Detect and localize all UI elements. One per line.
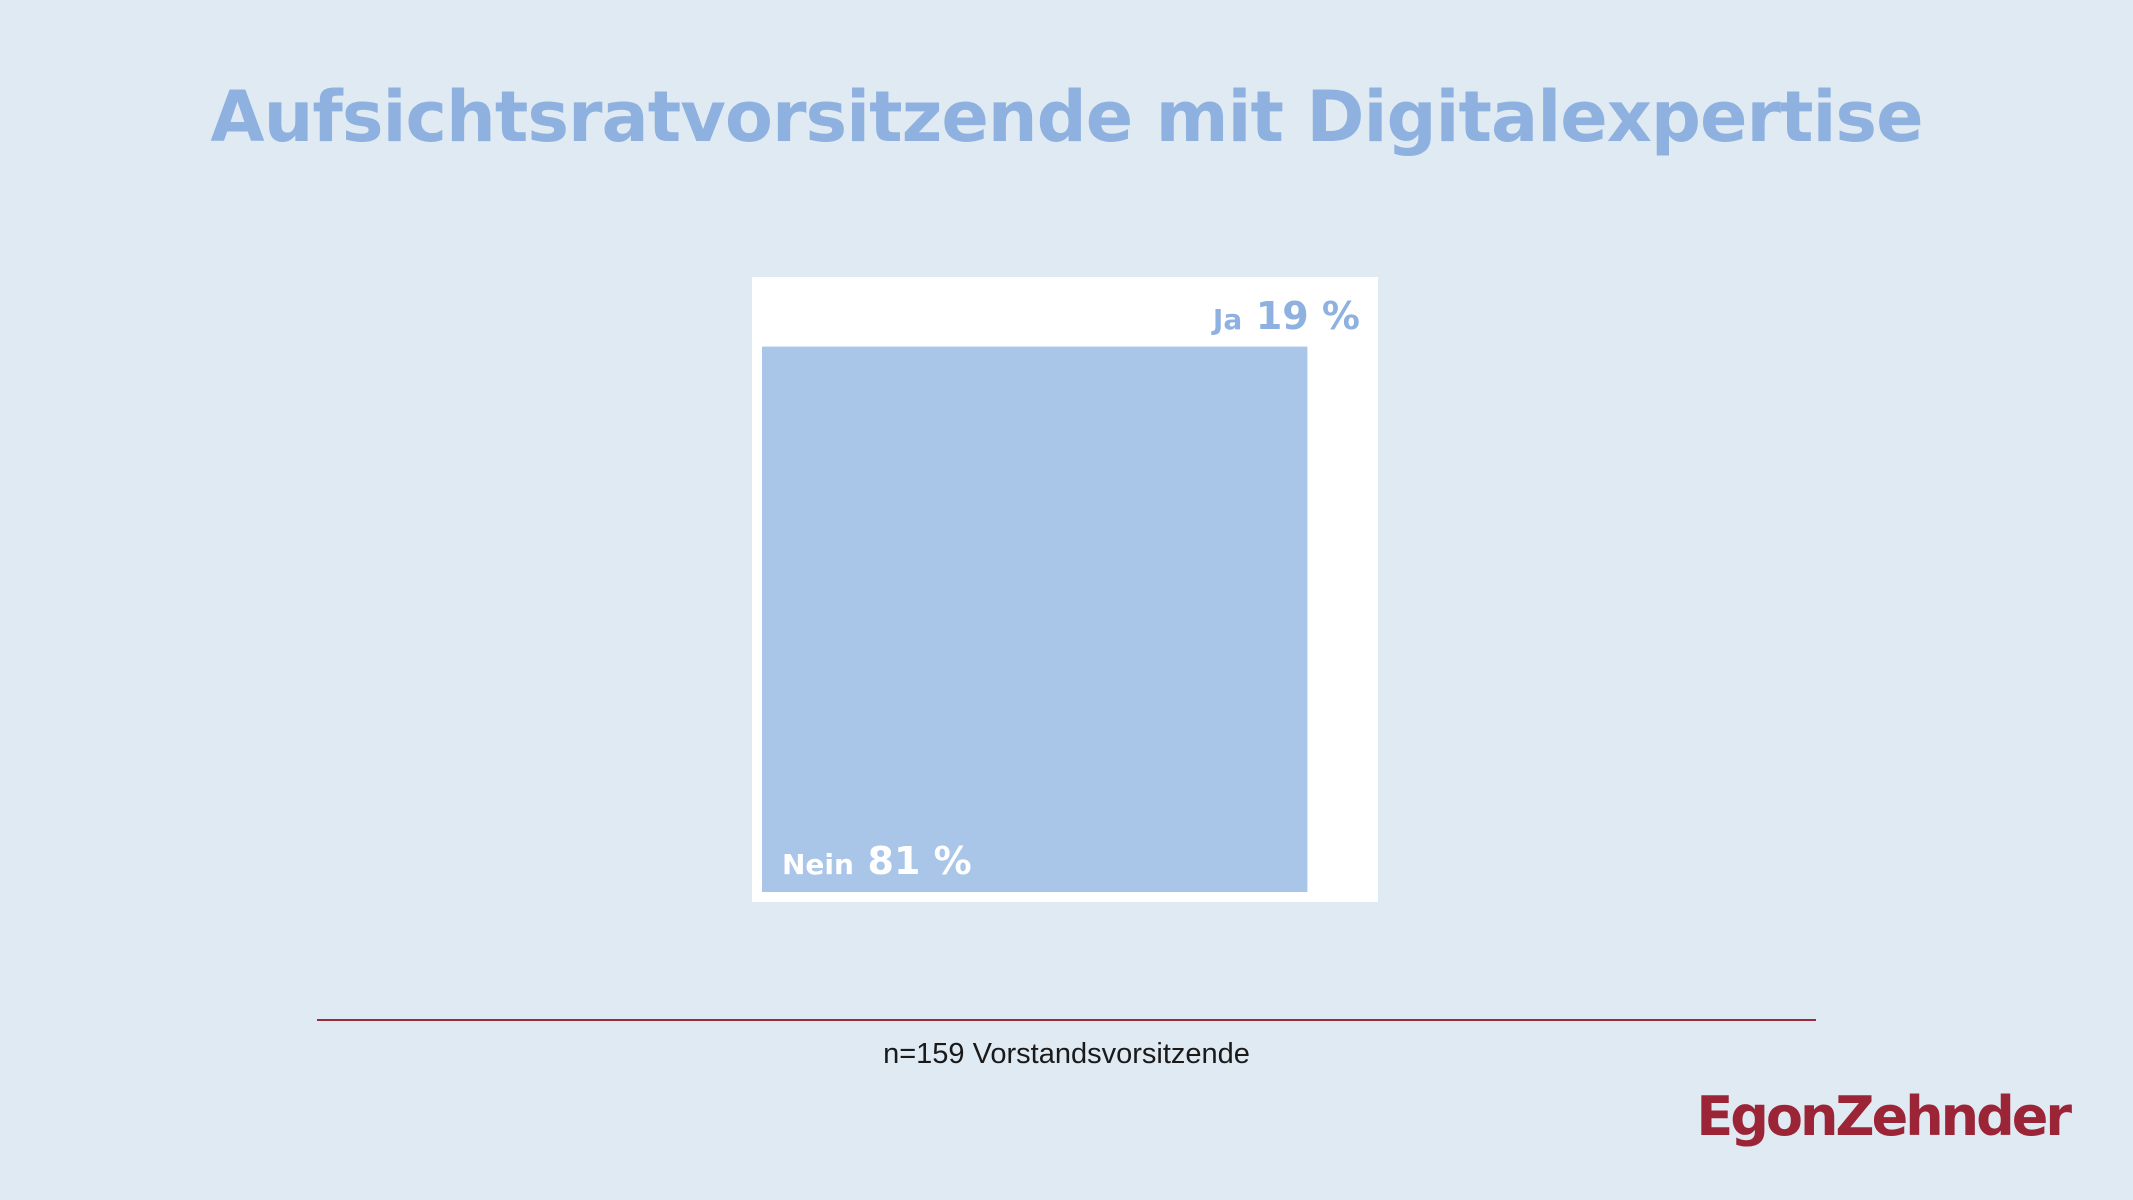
segment-nein-value: 81 % [868,839,972,883]
segment-nein-name: Nein [782,848,854,881]
sample-size-note: n=159 Vorstandsvorsitzende [883,1038,1250,1070]
segment-ja-name: Ja [1211,303,1242,336]
chart-title: Aufsichtsratvorsitzende mit Digitalexper… [210,76,1923,158]
segment-ja-value: 19 % [1256,294,1360,338]
egon-zehnder-logo: EgonZehnder [1696,1085,2072,1148]
segment-nein [762,346,1308,893]
segment-ja-label: Ja 19 % [1211,294,1360,338]
divider-line [317,1019,1816,1021]
segment-nein-label: Nein 81 % [782,839,972,883]
